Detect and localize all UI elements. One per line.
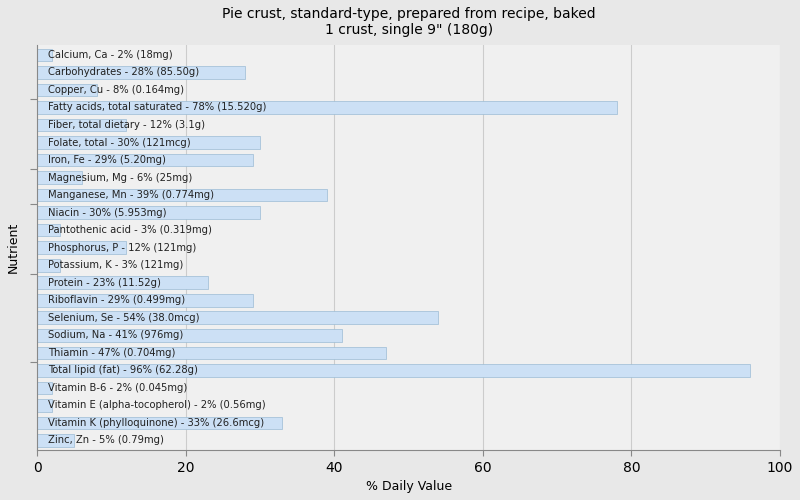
- Bar: [38, 242, 126, 254]
- Bar: [38, 206, 260, 219]
- X-axis label: % Daily Value: % Daily Value: [366, 480, 452, 493]
- Text: Folate, total - 30% (121mcg): Folate, total - 30% (121mcg): [49, 138, 191, 147]
- Text: Phosphorus, P - 12% (121mg): Phosphorus, P - 12% (121mg): [49, 242, 197, 252]
- Text: Zinc, Zn - 5% (0.79mg): Zinc, Zn - 5% (0.79mg): [49, 436, 164, 446]
- Text: Fiber, total dietary - 12% (3.1g): Fiber, total dietary - 12% (3.1g): [49, 120, 206, 130]
- Text: Copper, Cu - 8% (0.164mg): Copper, Cu - 8% (0.164mg): [49, 85, 185, 95]
- Text: Total lipid (fat) - 96% (62.28g): Total lipid (fat) - 96% (62.28g): [49, 366, 198, 376]
- Bar: [38, 48, 52, 61]
- Bar: [38, 172, 82, 184]
- Title: Pie crust, standard-type, prepared from recipe, baked
1 crust, single 9" (180g): Pie crust, standard-type, prepared from …: [222, 7, 595, 37]
- Text: Vitamin E (alpha-tocopherol) - 2% (0.56mg): Vitamin E (alpha-tocopherol) - 2% (0.56m…: [49, 400, 266, 410]
- Text: Iron, Fe - 29% (5.20mg): Iron, Fe - 29% (5.20mg): [49, 155, 166, 165]
- Text: Pantothenic acid - 3% (0.319mg): Pantothenic acid - 3% (0.319mg): [49, 225, 212, 235]
- Text: Sodium, Na - 41% (976mg): Sodium, Na - 41% (976mg): [49, 330, 184, 340]
- Text: Potassium, K - 3% (121mg): Potassium, K - 3% (121mg): [49, 260, 184, 270]
- Bar: [38, 101, 617, 114]
- Bar: [38, 189, 327, 202]
- Text: Carbohydrates - 28% (85.50g): Carbohydrates - 28% (85.50g): [49, 68, 199, 78]
- Text: Vitamin B-6 - 2% (0.045mg): Vitamin B-6 - 2% (0.045mg): [49, 383, 188, 393]
- Text: Niacin - 30% (5.953mg): Niacin - 30% (5.953mg): [49, 208, 167, 218]
- Bar: [38, 276, 208, 289]
- Bar: [38, 346, 386, 359]
- Bar: [38, 118, 126, 132]
- Bar: [38, 434, 74, 447]
- Bar: [38, 382, 52, 394]
- Text: Calcium, Ca - 2% (18mg): Calcium, Ca - 2% (18mg): [49, 50, 173, 60]
- Text: Selenium, Se - 54% (38.0mcg): Selenium, Se - 54% (38.0mcg): [49, 313, 200, 323]
- Bar: [38, 66, 246, 78]
- Text: Vitamin K (phylloquinone) - 33% (26.6mcg): Vitamin K (phylloquinone) - 33% (26.6mcg…: [49, 418, 265, 428]
- Bar: [38, 84, 97, 96]
- Text: Riboflavin - 29% (0.499mg): Riboflavin - 29% (0.499mg): [49, 295, 186, 305]
- Bar: [38, 259, 59, 272]
- Text: Thiamin - 47% (0.704mg): Thiamin - 47% (0.704mg): [49, 348, 176, 358]
- Text: Protein - 23% (11.52g): Protein - 23% (11.52g): [49, 278, 162, 287]
- Bar: [38, 154, 253, 166]
- Bar: [38, 136, 260, 149]
- Text: Fatty acids, total saturated - 78% (15.520g): Fatty acids, total saturated - 78% (15.5…: [49, 102, 267, 113]
- Text: Magnesium, Mg - 6% (25mg): Magnesium, Mg - 6% (25mg): [49, 172, 193, 182]
- Text: Manganese, Mn - 39% (0.774mg): Manganese, Mn - 39% (0.774mg): [49, 190, 214, 200]
- Bar: [38, 294, 253, 306]
- Bar: [38, 399, 52, 411]
- Bar: [38, 416, 282, 429]
- Bar: [38, 224, 59, 236]
- Bar: [38, 329, 342, 342]
- Bar: [38, 312, 438, 324]
- Bar: [38, 364, 750, 376]
- Y-axis label: Nutrient: Nutrient: [7, 222, 20, 274]
